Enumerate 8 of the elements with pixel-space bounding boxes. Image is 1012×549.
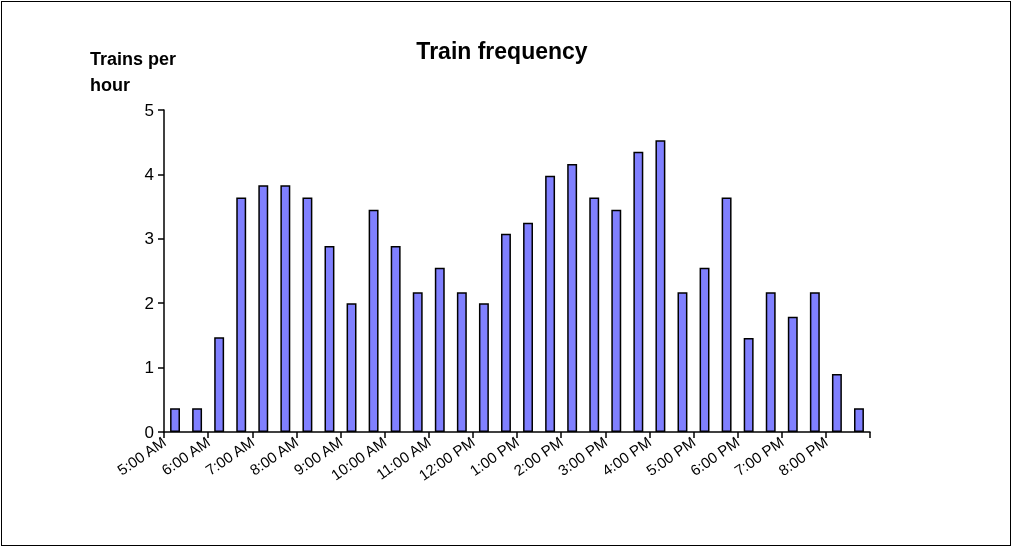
y-tick-label: 0 bbox=[144, 422, 154, 442]
y-tick-label: 5 bbox=[144, 100, 154, 120]
y-tick-label: 4 bbox=[144, 164, 154, 184]
y-tick-label: 3 bbox=[144, 229, 154, 249]
y-tick-label: 1 bbox=[144, 358, 154, 378]
y-axis-title: Trains per hour bbox=[90, 49, 177, 95]
y-tick-label: 2 bbox=[144, 293, 154, 313]
chart-title: Train frequency bbox=[416, 37, 588, 64]
